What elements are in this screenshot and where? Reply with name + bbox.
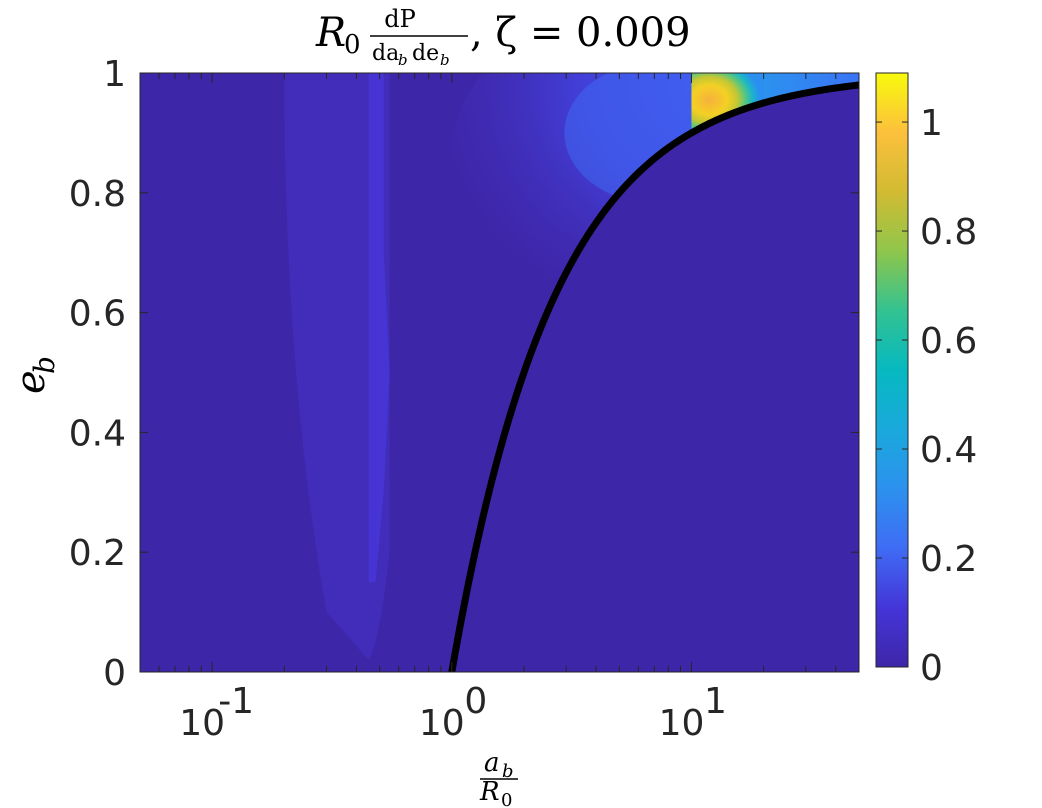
x-tick-exp: 1 [704,681,727,722]
y-tick-label: 0.4 [69,413,126,454]
colorbar-ticks: 0 0.2 0.4 0.6 0.8 1 [876,103,977,689]
y-axis-ticks: 0 0.2 0.4 0.6 0.8 1 [69,54,859,694]
title-frac-den-e: de [412,41,439,66]
colorbar-tick-label: 0 [920,648,943,689]
plot-frame [139,72,860,673]
xlabel-num-sub: b [502,761,514,782]
ridge-line [368,73,390,583]
title-frac-den-e-sub: b [440,51,450,69]
colorbar-tick-label: 0.8 [920,212,977,253]
heatmap-layer [284,73,859,672]
peak-region [691,73,764,133]
x-tick-exp: -1 [218,681,254,722]
title-frac-num: dP [384,5,416,33]
forbidden-region [451,84,859,672]
x-axis-label: a b R 0 [479,748,518,808]
colorbar-tick-label: 1 [920,103,943,144]
xlabel-den-sub: 0 [501,790,512,808]
x-tick-label: 10 [659,703,705,744]
title-frac-den-a-sub: b [398,51,408,69]
colorbar [875,72,909,668]
title-prefix-sub: 0 [344,30,361,60]
y-tick-label: 0.8 [69,174,126,215]
ylabel-text: e [8,370,54,394]
y-tick-label: 0.6 [69,294,126,335]
boundary-curve [448,81,859,672]
x-tick-label: 10 [179,703,225,744]
y-tick-label: 0.2 [69,533,126,574]
xlabel-den: R [479,777,500,807]
xlabel-num: a [484,748,500,778]
colorbar-tick-label: 0.6 [920,321,977,362]
title-frac-den-a: da [372,41,399,66]
y-tick-label: 0 [103,653,126,694]
colorbar-tick-label: 0.2 [920,539,977,580]
x-tick-exp: 0 [464,681,487,722]
ylabel-sub: b [28,356,61,374]
ridge-band [284,73,390,661]
title-prefix: R [315,10,346,56]
colorbar-tick-label: 0.4 [920,430,977,471]
y-axis-label: e b [8,356,61,394]
chart-title: R 0 dP da b de b , ζ = 0.009 [315,5,691,69]
title-suffix: , ζ = 0.009 [470,10,691,56]
x-tick-label: 10 [419,703,465,744]
y-tick-label: 1 [103,54,126,95]
